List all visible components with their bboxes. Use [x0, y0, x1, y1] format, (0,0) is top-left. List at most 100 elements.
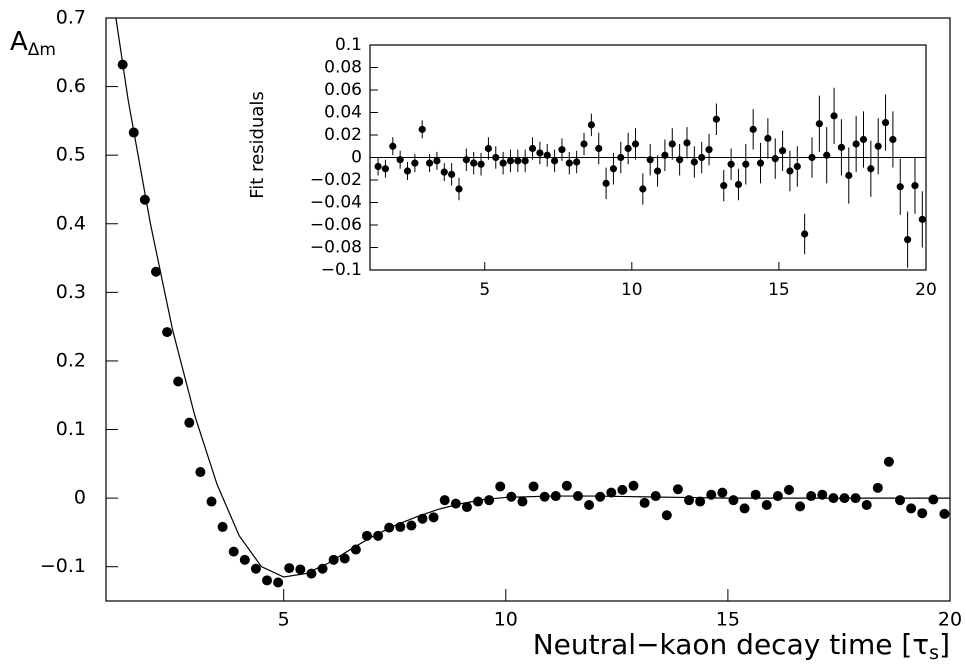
data-point	[565, 159, 573, 167]
data-point	[928, 494, 939, 505]
data-point	[817, 489, 828, 500]
data-point	[728, 495, 739, 506]
data-point	[536, 149, 544, 157]
data-point	[584, 499, 595, 510]
data-point	[628, 480, 639, 491]
data-point	[661, 151, 669, 159]
data-point	[572, 491, 583, 502]
data-point	[756, 159, 765, 167]
x-label-sub: s	[929, 642, 939, 664]
data-point	[896, 183, 904, 191]
y-tick-label: 0.3	[56, 281, 86, 303]
data-point	[580, 140, 588, 148]
data-point	[918, 215, 926, 223]
y-tick-label: 0	[351, 148, 362, 168]
data-point	[761, 499, 772, 510]
data-point	[874, 142, 882, 150]
y-tick-label: −0.02	[310, 170, 362, 190]
data-point	[646, 156, 654, 164]
data-point	[539, 491, 550, 502]
data-point	[550, 157, 559, 165]
data-point	[850, 493, 861, 504]
data-point	[117, 59, 128, 70]
data-point	[428, 512, 439, 523]
data-point	[867, 165, 875, 173]
data-point	[433, 157, 441, 165]
x-tick-label: 5	[278, 609, 290, 631]
y-label-sub: Δm	[28, 40, 56, 60]
data-point	[617, 484, 628, 495]
data-point	[381, 165, 390, 173]
data-point	[739, 503, 750, 514]
data-point	[839, 493, 850, 504]
data-point	[470, 159, 478, 167]
data-point	[872, 482, 883, 493]
data-point	[477, 160, 485, 168]
data-point	[705, 146, 713, 154]
data-point	[374, 162, 382, 171]
data-point	[676, 156, 684, 164]
x-tick-label: 15	[716, 609, 740, 631]
y-tick-label: −0.1	[321, 260, 362, 280]
data-point	[783, 484, 794, 495]
data-point	[720, 182, 728, 190]
data-point	[328, 554, 339, 565]
data-point	[162, 327, 173, 338]
y-tick-label: −0.04	[310, 193, 362, 213]
data-point	[881, 119, 890, 127]
data-point	[609, 165, 618, 173]
data-point	[595, 144, 603, 153]
data-point	[698, 153, 706, 162]
data-point	[778, 147, 787, 155]
data-point	[830, 112, 838, 120]
y-label-main: A	[10, 27, 28, 57]
x-tick-label: 15	[768, 280, 790, 300]
data-point	[262, 575, 273, 586]
data-point	[361, 530, 372, 541]
x-label-end: ]	[939, 628, 950, 661]
data-point	[712, 115, 720, 123]
data-point	[706, 489, 717, 500]
data-point	[695, 496, 706, 507]
x-tick-label: 5	[479, 280, 490, 300]
data-point	[389, 142, 397, 150]
data-point	[528, 481, 539, 492]
data-point	[631, 140, 640, 148]
data-point	[495, 481, 506, 492]
y-tick-label: 0.7	[56, 7, 86, 29]
y-tick-label: 0.1	[335, 35, 362, 55]
data-point	[683, 139, 691, 147]
data-point	[173, 376, 184, 387]
data-point	[639, 497, 650, 508]
x-label-main: Neutral−kaon decay time [τ	[533, 628, 929, 661]
data-point	[440, 168, 448, 176]
y-axis-label: AΔm	[10, 27, 56, 61]
fit-curve	[115, 18, 950, 578]
data-point	[295, 564, 306, 575]
data-point	[653, 167, 662, 175]
data-point	[668, 140, 676, 148]
data-point	[217, 521, 228, 532]
data-point	[455, 185, 463, 193]
data-point	[650, 491, 661, 502]
data-point	[587, 121, 595, 129]
data-point	[484, 144, 493, 153]
data-point	[521, 157, 529, 165]
data-point	[239, 554, 250, 565]
data-point	[273, 577, 284, 588]
data-point	[808, 153, 816, 162]
data-point	[904, 236, 912, 244]
data-point	[517, 496, 528, 507]
data-point	[764, 134, 772, 142]
y-tick-label: 0.04	[324, 103, 362, 123]
data-point	[602, 179, 610, 187]
data-point	[772, 491, 783, 502]
data-point	[543, 151, 551, 159]
x-tick-label: 20	[938, 609, 962, 631]
data-point	[184, 417, 195, 428]
data-point	[750, 489, 761, 500]
data-point	[528, 144, 537, 153]
data-point	[550, 491, 561, 502]
data-point	[406, 520, 417, 531]
